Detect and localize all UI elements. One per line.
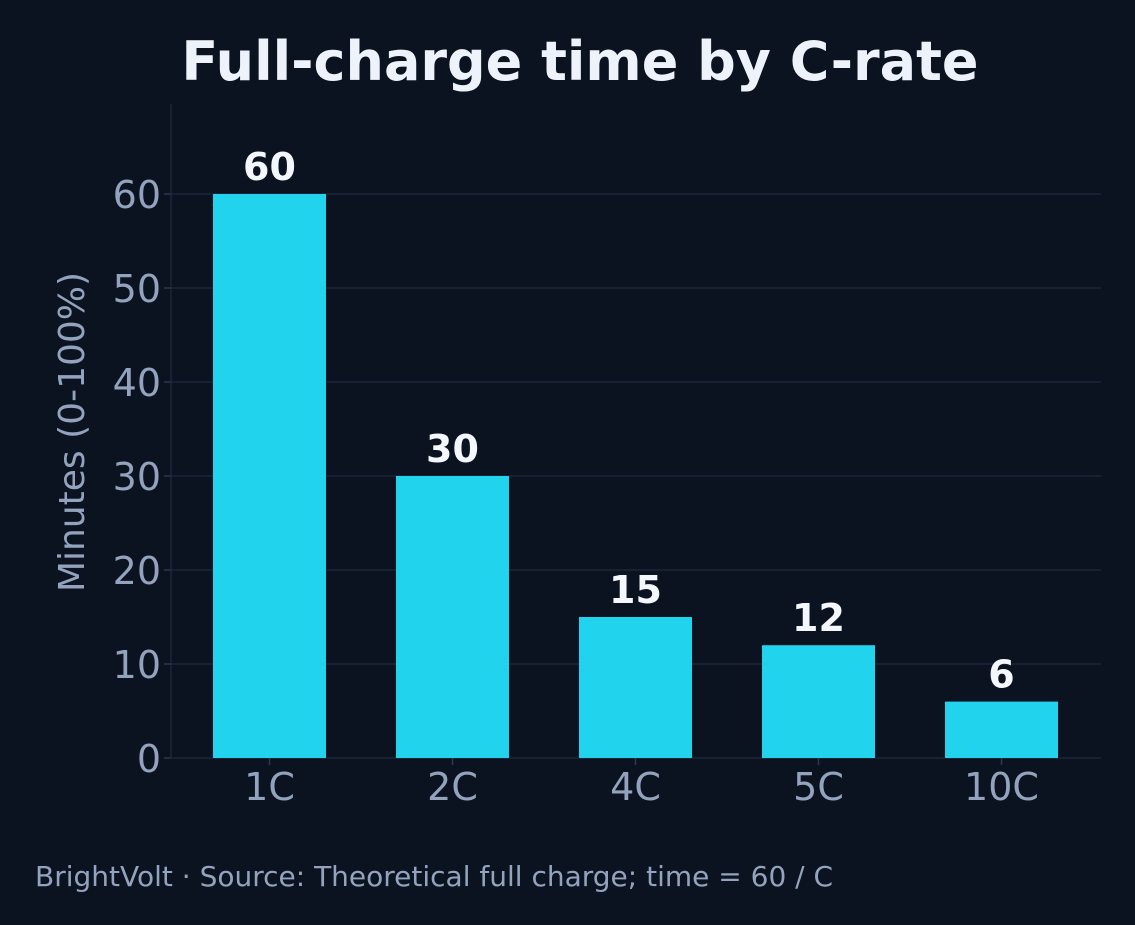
y-tick-label: 30 — [113, 455, 161, 499]
y-tick-label: 60 — [113, 173, 161, 217]
x-tick-label: 4C — [610, 765, 661, 809]
bars — [213, 194, 1058, 758]
footer-source-note: BrightVolt · Source: Theoretical full ch… — [35, 860, 833, 893]
chart-title: Full-charge time by C-rate — [181, 30, 978, 93]
data-labels: 60 30 15 12 6 — [243, 145, 1015, 697]
y-tick-label: 40 — [113, 361, 161, 405]
bar-4c — [579, 617, 692, 758]
data-label: 30 — [426, 427, 479, 471]
x-tick-label: 10C — [964, 765, 1039, 809]
bar-10c — [945, 701, 1058, 758]
bar-2c — [396, 476, 509, 758]
data-label: 6 — [988, 653, 1014, 697]
y-axis-label: Minutes (0-100%) — [52, 272, 93, 592]
bar-5c — [762, 645, 875, 758]
data-label: 60 — [243, 145, 296, 189]
x-tick-label: 5C — [793, 765, 844, 809]
data-label: 12 — [792, 596, 845, 640]
y-tick-label: 0 — [137, 737, 161, 781]
bar-1c — [213, 194, 326, 758]
y-tick-label: 50 — [113, 267, 161, 311]
y-tick-label: 20 — [113, 549, 161, 593]
x-tick-label: 1C — [244, 765, 295, 809]
data-label: 15 — [609, 568, 662, 612]
tick-labels: 0 10 20 30 40 50 60 1C 2C 4C 5C 10C — [113, 173, 1039, 809]
y-tick-label: 10 — [113, 643, 161, 687]
x-tick-label: 2C — [427, 765, 478, 809]
